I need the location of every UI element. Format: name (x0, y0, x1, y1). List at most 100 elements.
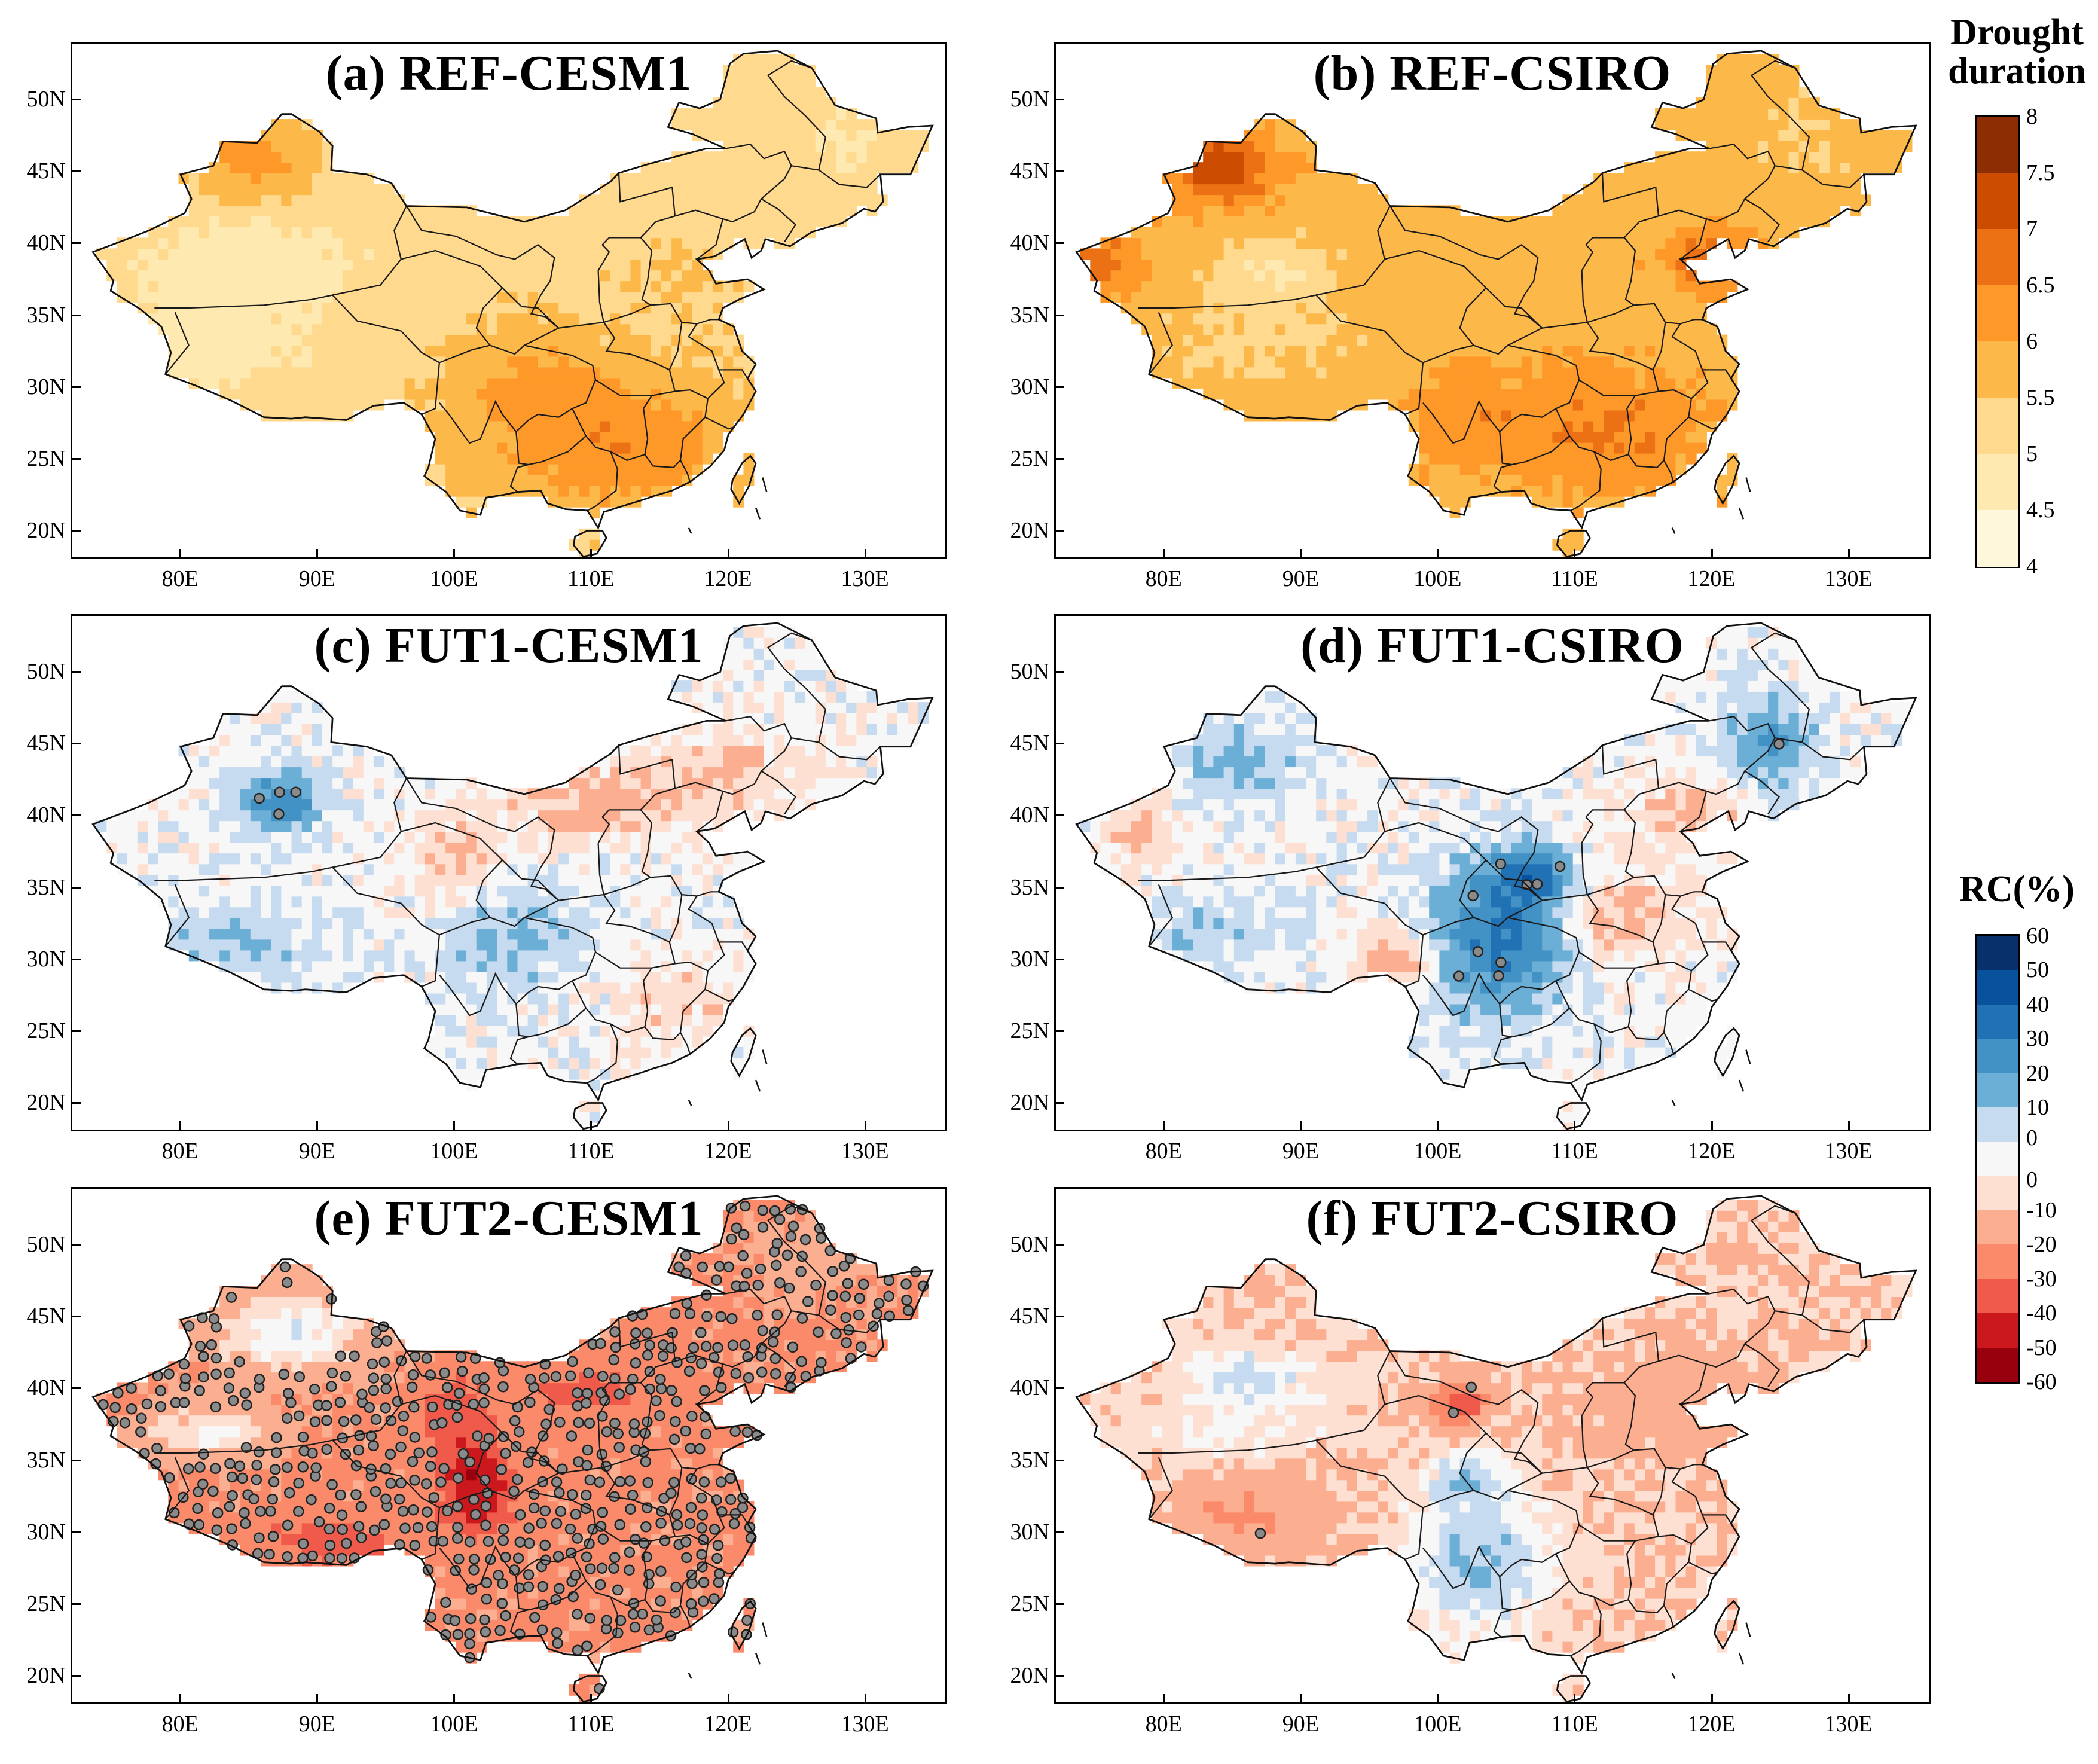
colorbar-swatch (1977, 970, 2018, 1005)
lon-tick-label: 90E (298, 566, 335, 591)
province-boundary (643, 963, 709, 1040)
lat-tick-label: 35N (1010, 874, 1049, 900)
colorbar-label: 0 (2026, 1167, 2038, 1192)
significance-dot (285, 1397, 297, 1408)
significance-dot (551, 1476, 563, 1488)
significance-dot (601, 1615, 613, 1626)
province-boundary (401, 822, 503, 936)
significance-dot (321, 1415, 332, 1426)
significance-dot (163, 1368, 175, 1380)
significance-dot (470, 1509, 481, 1521)
significance-dot (514, 1509, 526, 1521)
province-boundary (1750, 1205, 1810, 1316)
colorbar-swatch (1977, 1107, 2018, 1142)
lon-tick-label: 80E (1145, 1711, 1182, 1736)
province-boundary (405, 1350, 560, 1500)
province-boundary (1493, 1580, 1570, 1638)
lon-tick-mark (179, 1694, 182, 1702)
hainan-outline (572, 530, 607, 557)
significance-dot (523, 1569, 535, 1580)
colorbar-label: 4 (2026, 554, 2038, 579)
lon-tick-mark (1300, 549, 1302, 557)
province-boundary (401, 249, 503, 364)
significance-dot (884, 1310, 896, 1322)
significance-dot (771, 1238, 783, 1249)
significance-dot (640, 1456, 652, 1467)
significance-dot (686, 1411, 698, 1422)
significance-dot (427, 1401, 438, 1413)
significance-dot (557, 1463, 568, 1475)
significance-dot (566, 1430, 578, 1442)
duration-colorbar (1975, 115, 2020, 568)
significance-dot (723, 1261, 735, 1272)
significance-dot (178, 1397, 190, 1408)
sea-boundary-dash (1745, 1622, 1751, 1638)
lon-tick-mark (1300, 1121, 1302, 1130)
lat-tick-label: 20N (26, 517, 66, 543)
significance-dot (711, 1552, 723, 1564)
province-boundary (524, 1490, 597, 1566)
sea-boundary-dash (1738, 507, 1745, 520)
lat-tick-mark (1056, 1030, 1064, 1032)
significance-dot (483, 1433, 495, 1444)
significance-dot (439, 1367, 450, 1379)
significance-dot (182, 1463, 194, 1475)
province-boundary (587, 451, 618, 511)
significance-dot (668, 1476, 680, 1488)
province-boundary (1623, 782, 1708, 832)
lon-tick-label: 90E (298, 1139, 335, 1164)
sea-boundary-dash (1738, 1652, 1745, 1665)
significance-dot (464, 1638, 475, 1650)
province-boundary (1585, 237, 1636, 323)
province-boundary (1702, 941, 1732, 951)
significance-dots-e (97, 1200, 929, 1695)
significance-dot (309, 1383, 320, 1395)
colorbar-swatch (1977, 285, 2018, 342)
significance-dots-c (254, 786, 301, 820)
province-boundary (1601, 745, 1659, 789)
colorbar-swatch (1977, 398, 2018, 454)
country-outline (1075, 1195, 1917, 1675)
significance-dot (378, 1356, 390, 1368)
significance-dot (480, 1519, 491, 1531)
lon-tick-label: 130E (841, 1711, 889, 1736)
colorbar-swatch (1977, 173, 2018, 230)
significance-dot (479, 1614, 490, 1626)
significance-dot (695, 1357, 707, 1369)
lat-tick-mark (1056, 886, 1064, 889)
significance-dot (198, 1371, 209, 1382)
significance-dot (581, 1397, 592, 1409)
significance-dot (279, 1261, 291, 1272)
lat-tick-mark (72, 1531, 81, 1533)
colorbar-swatch (1977, 1313, 2018, 1348)
colorbar-label: 5.5 (2026, 385, 2055, 410)
lon-tick-label: 110E (567, 1139, 615, 1164)
significance-dot (644, 1339, 655, 1351)
lon-tick-label: 80E (1145, 566, 1182, 591)
map-panel-b: (b) REF-CSIRO (1054, 42, 1931, 559)
significance-dot (270, 1464, 281, 1475)
province-boundary (1315, 294, 1424, 415)
province-boundary (1384, 822, 1487, 936)
province-boundary (719, 941, 749, 951)
significance-dot (539, 1505, 551, 1516)
lat-tick-label: 25N (1010, 445, 1049, 471)
lon-tick-label: 120E (1687, 566, 1736, 591)
field-f (1080, 1200, 1913, 1702)
significance-dot (825, 1304, 836, 1316)
significance-dot (409, 1475, 420, 1486)
lon-tick-mark (727, 1121, 729, 1130)
lon-tick-label: 110E (1551, 1711, 1598, 1736)
lon-tick-mark (179, 549, 182, 557)
significance-dot (1453, 970, 1465, 982)
province-boundary (1138, 778, 1391, 881)
significance-dot (901, 1294, 912, 1306)
significance-dot (552, 1637, 563, 1649)
duration-title-line1: Drought (1950, 12, 2084, 53)
sea-boundary-dash (688, 1673, 692, 1679)
significance-dot (109, 1402, 121, 1414)
significance-dot (251, 1460, 262, 1471)
significance-dot (293, 1410, 305, 1422)
significance-dot (369, 1524, 380, 1536)
significance-dot (412, 1522, 424, 1534)
